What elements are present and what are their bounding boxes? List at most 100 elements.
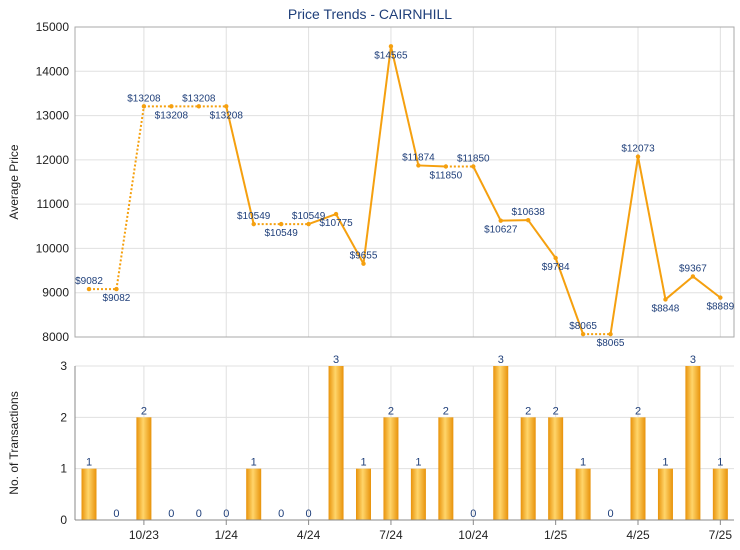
price-point [553, 255, 558, 261]
transaction-data-label: 2 [635, 405, 641, 417]
transaction-data-label: 1 [360, 457, 366, 469]
transaction-data-label: 0 [223, 508, 229, 520]
price-point [361, 261, 366, 266]
price-line-segment [472, 166, 502, 222]
price-point [718, 295, 723, 300]
top-y-tick-label: 12000 [36, 153, 70, 167]
price-data-label: $10627 [484, 225, 518, 236]
chart-title: Price Trends - CAIRNHILL [287, 6, 453, 22]
transaction-data-label: 0 [306, 508, 312, 520]
price-point [443, 164, 449, 169]
price-line-segment [308, 213, 337, 226]
price-data-label: $9367 [679, 263, 707, 274]
transaction-bar [712, 468, 728, 520]
price-point [388, 44, 394, 49]
price-point [224, 104, 229, 109]
transaction-bar [246, 468, 262, 520]
transaction-data-label: 2 [388, 405, 394, 417]
bottom-x-tick-label: 4/24 [297, 528, 321, 542]
price-point [251, 221, 256, 227]
transaction-bar [685, 366, 701, 520]
price-point [196, 104, 201, 109]
price-line-segment [637, 156, 667, 300]
transaction-data-label: 0 [168, 508, 174, 520]
price-data-label: $8889 [706, 302, 734, 313]
price-data-label: $8065 [597, 338, 625, 349]
transaction-data-label: 0 [470, 508, 476, 520]
transaction-data-label: 1 [415, 457, 421, 469]
transaction-data-label: 1 [86, 457, 92, 469]
price-data-label: $10775 [319, 218, 353, 229]
price-data-label: $9655 [350, 251, 378, 262]
price-point [333, 211, 339, 217]
top-y-tick-label: 15000 [36, 20, 70, 34]
bottom-x-tick-label: 1/24 [215, 528, 239, 542]
price-data-label: $9082 [103, 293, 131, 304]
top-y-tick-label: 10000 [36, 241, 70, 255]
price-point [635, 154, 641, 159]
transaction-data-label: 3 [333, 354, 339, 366]
transaction-data-label: 2 [525, 405, 531, 417]
transaction-bar [630, 417, 646, 520]
price-data-label: $10549 [264, 228, 298, 239]
price-point [278, 221, 284, 227]
price-data-label: $8065 [569, 321, 597, 332]
top-y-tick-label: 13000 [36, 109, 70, 123]
bottom-y-tick-label: 1 [60, 462, 67, 476]
price-point [690, 274, 696, 279]
price-point [663, 297, 668, 302]
price-data-label: $11850 [457, 154, 490, 165]
transaction-data-label: 2 [141, 405, 147, 417]
transaction-data-label: 0 [196, 508, 202, 520]
bottom-x-tick-label: 7/24 [379, 528, 403, 542]
price-data-label: $9082 [75, 276, 103, 287]
price-line-segment [418, 164, 446, 168]
price-point [471, 164, 476, 169]
bottom-y-tick-label: 2 [60, 410, 67, 424]
price-point [306, 221, 311, 227]
price-data-label: $13208 [182, 93, 216, 104]
transaction-bar [493, 366, 509, 520]
price-data-label: $11874 [402, 152, 435, 163]
transaction-data-label: 0 [278, 508, 284, 520]
transaction-bar [410, 468, 426, 520]
transaction-data-label: 1 [662, 457, 668, 469]
price-line-segment [609, 156, 639, 335]
transaction-data-label: 0 [113, 508, 119, 520]
price-point [114, 286, 119, 292]
bottom-y-axis-title: No. of Transactions [7, 391, 21, 494]
price-point [416, 163, 421, 168]
transaction-data-label: 2 [443, 405, 449, 417]
price-line-segment [664, 275, 694, 301]
transaction-bar [81, 468, 97, 520]
top-y-tick-label: 14000 [36, 64, 70, 78]
price-point [608, 331, 613, 337]
bottom-x-tick-label: 10/24 [458, 528, 488, 542]
price-data-label: $12073 [621, 144, 655, 155]
transaction-data-label: 1 [717, 457, 723, 469]
top-y-tick-label: 8000 [42, 330, 69, 344]
transaction-data-label: 0 [607, 508, 613, 520]
transaction-data-label: 1 [580, 457, 586, 469]
price-line-segment [225, 106, 255, 225]
price-point [498, 218, 503, 223]
price-line-segment [389, 46, 420, 166]
top-y-tick-label: 9000 [42, 286, 69, 300]
price-data-label: $10638 [512, 207, 546, 218]
transaction-data-label: 1 [251, 457, 257, 469]
price-line-segment [554, 257, 585, 335]
price-line-segment [115, 106, 145, 290]
price-line-segment [362, 46, 392, 264]
price-data-label: $13208 [210, 110, 244, 121]
bottom-x-tick-label: 7/25 [709, 528, 733, 542]
transaction-bar [136, 417, 152, 520]
top-y-tick-label: 11000 [37, 197, 70, 211]
transaction-bar [328, 366, 344, 520]
price-data-label: $14565 [374, 50, 408, 61]
transaction-data-label: 3 [498, 354, 504, 366]
price-data-label: $13208 [155, 110, 189, 121]
price-point [526, 217, 531, 223]
transaction-bar [520, 417, 536, 520]
